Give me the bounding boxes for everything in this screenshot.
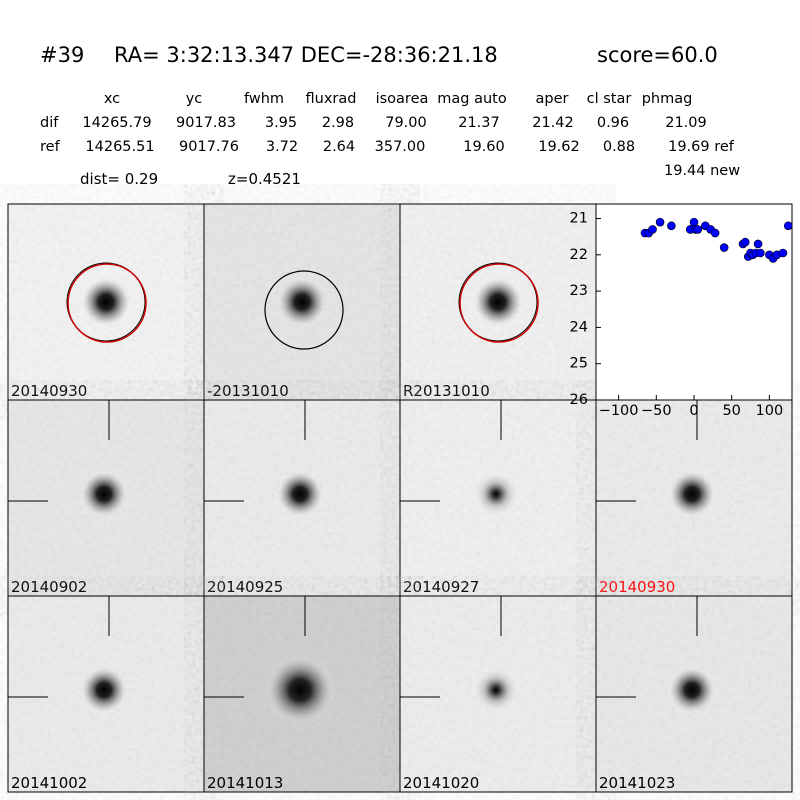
x-tick-label: 0: [689, 403, 698, 419]
stamp: -20131010: [203, 203, 401, 401]
cell: 3.72: [266, 139, 298, 155]
stamp: 20140930: [595, 399, 793, 597]
source: [472, 666, 520, 714]
source: [276, 470, 324, 518]
x-tick-label: 100: [756, 403, 784, 419]
column-header: mag auto: [437, 91, 507, 107]
point: [710, 228, 720, 238]
column-header: xc: [104, 91, 120, 107]
stamp-label: 20140927: [403, 578, 479, 596]
point: [648, 225, 657, 234]
stamp-label: -20131010: [207, 382, 289, 400]
row-label: dif: [40, 115, 59, 131]
new-mag: 19.44 new: [664, 163, 740, 179]
column-header: cl star: [587, 91, 632, 107]
x-tick-label: −50: [641, 403, 672, 419]
cell: 357.00: [375, 139, 426, 155]
stamp: R20131010: [399, 203, 597, 401]
cell: 14265.79: [82, 115, 151, 131]
stamp-label: 20141023: [599, 774, 675, 792]
stamp: 20141013: [203, 595, 401, 793]
distance: dist= 0.29: [80, 170, 158, 188]
x-tick-label: 50: [722, 403, 740, 419]
cell: 0.96: [597, 115, 629, 131]
source: [668, 666, 716, 714]
plot-bg: [595, 203, 793, 401]
column-header: isoarea: [376, 91, 429, 107]
source: [472, 276, 524, 328]
point: [783, 221, 793, 231]
aperture: [67, 263, 147, 343]
column-header: phmag: [642, 91, 693, 107]
y-tick-label: 22: [570, 247, 588, 263]
row-label: ref: [40, 139, 61, 155]
column-header: yc: [186, 91, 203, 107]
x-tick-label: −100: [599, 403, 639, 419]
stamp: 20140930: [7, 203, 205, 401]
cell: 19.62: [538, 139, 580, 155]
source: [472, 470, 520, 518]
point: [689, 217, 699, 227]
score: score=60.0: [597, 43, 718, 67]
stamp-label: 20141002: [11, 774, 87, 792]
source: [276, 276, 328, 328]
stamp: 20140902: [7, 399, 205, 597]
point: [719, 243, 729, 252]
aperture: [264, 270, 344, 350]
stamp-label: 20140930: [11, 382, 87, 400]
cell: 3.95: [265, 115, 297, 131]
stamp: 20141020: [399, 595, 597, 793]
aperture: [458, 262, 538, 342]
point: [778, 248, 788, 258]
cell: 9017.83: [176, 115, 236, 131]
y-tick-label: 21: [570, 211, 588, 227]
source: [264, 654, 336, 726]
column-header: aper: [536, 91, 569, 107]
cell: 21.09: [665, 115, 707, 131]
stamp-label: R20131010: [403, 382, 490, 400]
stamp-label: 20140902: [11, 578, 87, 596]
column-header: fluxrad: [306, 91, 357, 107]
cell: 2.64: [323, 139, 355, 155]
coordinates: RA= 3:32:13.347 DEC=-28:36:21.18: [114, 43, 498, 67]
cell: 79.00: [385, 115, 427, 131]
stamp: 20141023: [595, 595, 793, 793]
cell: 21.42: [532, 115, 574, 131]
aperture: [66, 262, 146, 342]
redshift: z=0.4521: [228, 170, 301, 188]
point: [655, 217, 665, 227]
cell: 2.98: [322, 115, 354, 131]
point: [753, 239, 763, 249]
source: [80, 470, 128, 518]
candidate-id: #39: [40, 43, 84, 67]
column-header: fwhm: [244, 91, 284, 107]
cell: 19.69 ref: [668, 139, 735, 155]
cell: 21.37: [458, 115, 500, 131]
stamp: 20140927: [399, 399, 597, 597]
stamp: 20141002: [7, 595, 205, 793]
aperture: [459, 263, 539, 343]
point: [740, 237, 750, 247]
y-tick-label: 26: [570, 392, 588, 408]
source: [80, 666, 128, 714]
point: [667, 221, 676, 231]
cell: 19.60: [463, 139, 505, 155]
cell: 14265.51: [85, 139, 154, 155]
point: [756, 248, 765, 258]
cell: 9017.76: [179, 139, 239, 155]
stamp-label: 20141020: [403, 774, 479, 792]
y-tick-label: 25: [570, 356, 588, 372]
y-tick-label: 23: [570, 283, 588, 299]
stamp-label: 20140930: [599, 578, 675, 596]
source: [80, 276, 132, 328]
stamp-label: 20141013: [207, 774, 283, 792]
stamp-label: 20140925: [207, 578, 283, 596]
stamp: 20140925: [203, 399, 401, 597]
cell: 0.88: [603, 139, 635, 155]
source: [668, 470, 716, 518]
y-tick-label: 24: [570, 319, 588, 335]
stamp-frame: [595, 595, 793, 793]
point: [693, 225, 703, 234]
